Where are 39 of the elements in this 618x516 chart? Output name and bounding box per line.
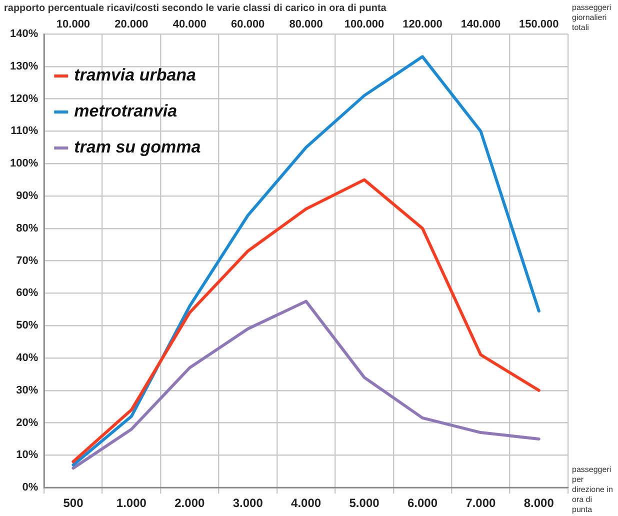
chart-title: rapporto percentuale ricavi/costi secondo le varie classi di carico in ora di punta (4, 2, 387, 14)
y-tick-label: 10% (16, 449, 38, 462)
x-axis-title: passeggeri per direzione in ora di punta (572, 464, 613, 514)
y-tick-label: 120% (10, 92, 38, 105)
y-tick-label: 130% (10, 60, 38, 72)
x-tick-label: 2.000 (174, 496, 205, 510)
y-tick-label: 80% (16, 222, 38, 234)
x-tick-label: 6.000 (407, 496, 438, 510)
x-tick-label: 8.000 (524, 496, 554, 510)
x-tick-label: 500 (63, 496, 84, 510)
y-tick-label: 110% (10, 125, 38, 138)
text: 40.000 (172, 18, 206, 31)
y-tick-label: 60% (16, 287, 38, 300)
y-tick-label: 90% (16, 190, 38, 202)
x2-axis-title: passeggeri giornalieri totali (572, 3, 612, 32)
text: 100.000 (344, 18, 384, 31)
x-tick-label: 7.000 (466, 496, 496, 510)
text: 150.000 (519, 18, 559, 31)
x-tick-label: 4.000 (291, 496, 322, 510)
legend-label: tramvia urbana (74, 66, 196, 85)
x-tick-label: 1.000 (116, 496, 147, 510)
text: 120.000 (402, 18, 442, 31)
x-tick-label: 3.000 (232, 496, 264, 510)
x-tick-label: 5.000 (349, 496, 380, 510)
legend-label: metrotranvia (74, 102, 178, 121)
y-tick-label: 100% (10, 158, 38, 170)
y-tick-label: 70% (16, 254, 38, 267)
text: 20.000 (114, 18, 148, 31)
text: 10.000 (56, 18, 90, 31)
y-tick-label: 20% (16, 416, 38, 429)
y-tick-label: 0% (22, 482, 38, 494)
text: 80.000 (289, 18, 323, 31)
y-tick-label: 30% (16, 384, 38, 396)
y-tick-label: 140% (10, 28, 38, 40)
y-tick-label: 40% (16, 352, 38, 364)
legend-label: tram su gomma (74, 138, 201, 157)
text: 60.000 (231, 18, 265, 31)
y-tick-label: 50% (16, 320, 38, 332)
text: 140.000 (460, 18, 501, 31)
